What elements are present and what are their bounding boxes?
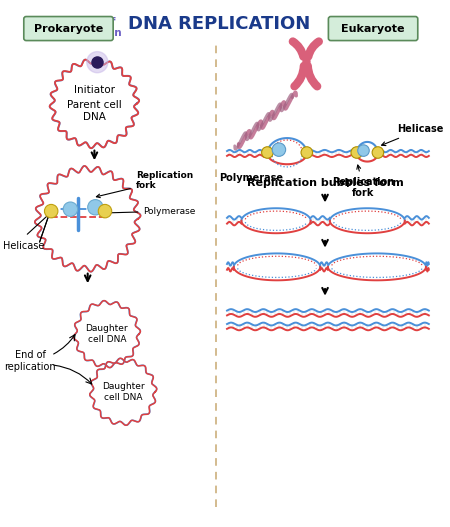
- Circle shape: [272, 143, 286, 157]
- Text: Replication
fork: Replication fork: [96, 171, 193, 198]
- Text: End of
replication: End of replication: [4, 350, 56, 372]
- Text: Replication bubbles form: Replication bubbles form: [247, 178, 403, 188]
- Circle shape: [358, 145, 369, 157]
- Text: Polymerase: Polymerase: [104, 207, 196, 216]
- Circle shape: [372, 147, 384, 158]
- Text: Eukaryote: Eukaryote: [342, 24, 405, 34]
- FancyBboxPatch shape: [328, 16, 418, 41]
- Circle shape: [98, 204, 112, 218]
- Circle shape: [63, 202, 77, 217]
- Circle shape: [351, 147, 363, 158]
- Text: Parent cell
DNA: Parent cell DNA: [67, 100, 122, 122]
- Text: Prokaryote: Prokaryote: [34, 24, 103, 34]
- Text: Replication
fork: Replication fork: [333, 165, 395, 198]
- Circle shape: [87, 52, 108, 73]
- Circle shape: [261, 147, 273, 158]
- Text: Daughter
cell DNA: Daughter cell DNA: [86, 324, 128, 344]
- Text: Polymerase: Polymerase: [219, 173, 283, 183]
- FancyBboxPatch shape: [24, 16, 113, 41]
- Text: Daughter
cell DNA: Daughter cell DNA: [102, 382, 144, 402]
- Text: Origin of
replication: Origin of replication: [58, 16, 122, 38]
- Text: Helicase: Helicase: [382, 124, 444, 145]
- Text: Initiator: Initiator: [74, 85, 115, 95]
- Circle shape: [301, 147, 313, 158]
- Circle shape: [45, 204, 58, 218]
- Text: DNA REPLICATION: DNA REPLICATION: [128, 15, 310, 33]
- Text: Helicase: Helicase: [3, 241, 45, 251]
- Circle shape: [88, 200, 103, 215]
